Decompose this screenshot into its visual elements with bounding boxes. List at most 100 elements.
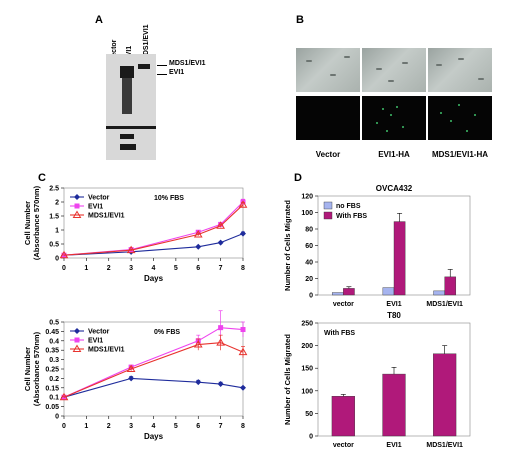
growth-0fbs-xtick-label: 0 <box>62 423 66 430</box>
growth-10fbs-marker-triangle <box>193 229 203 238</box>
migration-t80-ytick-label: 100 <box>301 388 313 395</box>
growth-0fbs-xtick-label: 2 <box>107 423 111 430</box>
growth-10fbs-xtick-label: 0 <box>62 265 66 272</box>
migration-ovca432-xtick-label: MDS1/EVI1 <box>426 301 463 308</box>
growth-10fbs-marker-triangle <box>216 221 225 229</box>
growth-10fbs-marker-square <box>195 229 201 235</box>
migration-t80-ytick-label: 200 <box>301 343 313 350</box>
migration-t80-ytick-label: 250 <box>301 321 313 328</box>
migration-ovca432-bar <box>433 290 445 296</box>
growth-10fbs-legend-label: MDS1/EVI1 <box>88 213 125 220</box>
migration-ovca432-bar <box>382 287 395 296</box>
growth-0fbs-xtick-label: 1 <box>84 423 88 430</box>
micro-bf-mds1evi1 <box>428 48 492 92</box>
migration-ovca432-ytick-label: 0 <box>309 293 313 300</box>
western-blot-image <box>106 54 156 160</box>
growth-0fbs-ytick-label: 0.3 <box>49 357 59 364</box>
growth-10fbs-xtick-label: 5 <box>174 265 178 272</box>
growth-0fbs-xtick-label: 8 <box>241 423 245 430</box>
growth-0fbs-xtick-label: 4 <box>152 423 156 430</box>
migration-ovca432-ytick-label: 100 <box>301 210 313 217</box>
growth-10fbs-y-axis-label: Cell Number <box>23 201 32 245</box>
growth-0fbs-ytick-label: 0.25 <box>45 367 59 374</box>
growth-10fbs-ytick-label: 1 <box>55 228 59 235</box>
micro-fl-mds1evi1 <box>428 96 492 140</box>
migration-ovca432-xtick-label: vector <box>333 301 354 308</box>
micro-fl-evi1 <box>362 96 426 140</box>
growth-0fbs-legend-marker-triangle <box>72 344 82 352</box>
blot-marker-mds1evi1: MDS1/EVI1 <box>169 60 206 67</box>
growth-10fbs-ytick-label: 2 <box>55 200 59 207</box>
growth-10fbs-marker-diamond <box>240 230 246 237</box>
growth-10fbs-marker-triangle <box>126 245 136 254</box>
growth-0fbs-marker-triangle <box>193 340 203 348</box>
panel-letter-a: A <box>95 14 103 26</box>
micro-label-evi1: EVI1-HA <box>378 150 410 159</box>
growth-0fbs-plot-area <box>63 321 244 417</box>
migration-ovca432-ytick-label: 60 <box>305 243 313 250</box>
blot-marker-tick <box>157 65 167 66</box>
growth-10fbs-legend-marker-diamond <box>74 194 80 200</box>
growth-0fbs-marker-diamond <box>240 384 246 391</box>
micro-bf-evi1 <box>362 48 426 92</box>
growth-0fbs-marker-triangle <box>216 338 225 346</box>
growth-10fbs-annotation: 10% FBS <box>154 195 184 202</box>
growth-10fbs-xtick-label: 1 <box>84 265 88 272</box>
migration-ovca432-title: OVCA432 <box>376 184 413 193</box>
growth-10fbs-xtick-label: 3 <box>129 265 133 272</box>
growth-0fbs-x-axis-label: Days <box>144 432 164 441</box>
migration-t80-bar <box>331 396 355 437</box>
migration-ovca432-bar <box>331 292 344 296</box>
growth-0fbs-legend-marker-square <box>74 337 80 343</box>
growth-0fbs-ytick-label: 0.45 <box>45 329 59 336</box>
migration-t80-ytick-label: 150 <box>301 366 313 373</box>
growth-0fbs-legend-marker-diamond <box>74 328 80 334</box>
migration-t80-y-axis-label: Number of Cells Migrated <box>283 334 292 425</box>
growth-0fbs-marker-square <box>240 327 246 333</box>
growth-10fbs-legend-label: Vector <box>88 195 110 202</box>
growth-10fbs-x-axis-label: Days <box>144 274 164 283</box>
growth-10fbs-ytick-label: 1.5 <box>49 214 59 221</box>
migration-t80-bar <box>433 353 457 437</box>
growth-10fbs-y-axis-label: (Absorbance 570nm) <box>32 185 41 260</box>
growth-0fbs-ytick-label: 0.05 <box>45 404 59 411</box>
migration-ovca432-legend-swatch <box>323 211 333 220</box>
migration-ovca432-legend-swatch <box>323 201 333 210</box>
micro-bf-vector <box>296 48 360 92</box>
growth-0fbs-ytick-label: 0.15 <box>45 385 59 392</box>
migration-ovca432-legend-label: no FBS <box>336 203 361 210</box>
migration-t80-xtick-label: vector <box>333 442 354 449</box>
migration-t80-bar <box>382 373 406 437</box>
growth-0fbs-ytick-label: 0.1 <box>49 395 59 402</box>
migration-ovca432-ytick-label: 120 <box>301 194 313 201</box>
migration-ovca432-bar <box>393 221 406 296</box>
growth-10fbs-xtick-label: 6 <box>196 265 200 272</box>
growth-10fbs-xtick-label: 7 <box>219 265 223 272</box>
growth-0fbs-ytick-label: 0 <box>55 414 59 421</box>
growth-0fbs-marker-diamond <box>195 379 202 386</box>
growth-10fbs-legend-marker-triangle <box>72 210 82 218</box>
growth-10fbs-ytick-label: 0 <box>55 256 59 263</box>
growth-0fbs-marker-diamond <box>217 381 224 388</box>
migration-ovca432-bar <box>444 276 457 296</box>
blot-marker-evi1: EVI1 <box>169 69 185 76</box>
growth-10fbs-legend-label: EVI1 <box>88 204 103 211</box>
growth-0fbs-legend-label: EVI1 <box>88 338 103 345</box>
growth-0fbs-legend-label: MDS1/EVI1 <box>88 347 125 354</box>
growth-0fbs-marker-triangle <box>59 392 69 401</box>
growth-10fbs-marker-triangle <box>59 250 69 259</box>
growth-0fbs-ytick-label: 0.5 <box>49 320 59 327</box>
growth-10fbs-xtick-label: 2 <box>107 265 111 272</box>
micro-label-vector: Vector <box>315 150 341 159</box>
growth-10fbs-xtick-label: 8 <box>241 265 245 272</box>
growth-0fbs-marker-square <box>218 325 224 331</box>
migration-ovca432-ytick-label: 40 <box>305 260 313 267</box>
migration-t80-ytick-label: 50 <box>305 411 313 418</box>
growth-0fbs-marker-triangle <box>126 364 136 372</box>
growth-0fbs-marker-triangle <box>238 347 248 356</box>
growth-0fbs-ytick-label: 0.4 <box>49 338 59 345</box>
migration-t80-title: T80 <box>387 311 401 320</box>
micro-fl-vector <box>296 96 360 140</box>
